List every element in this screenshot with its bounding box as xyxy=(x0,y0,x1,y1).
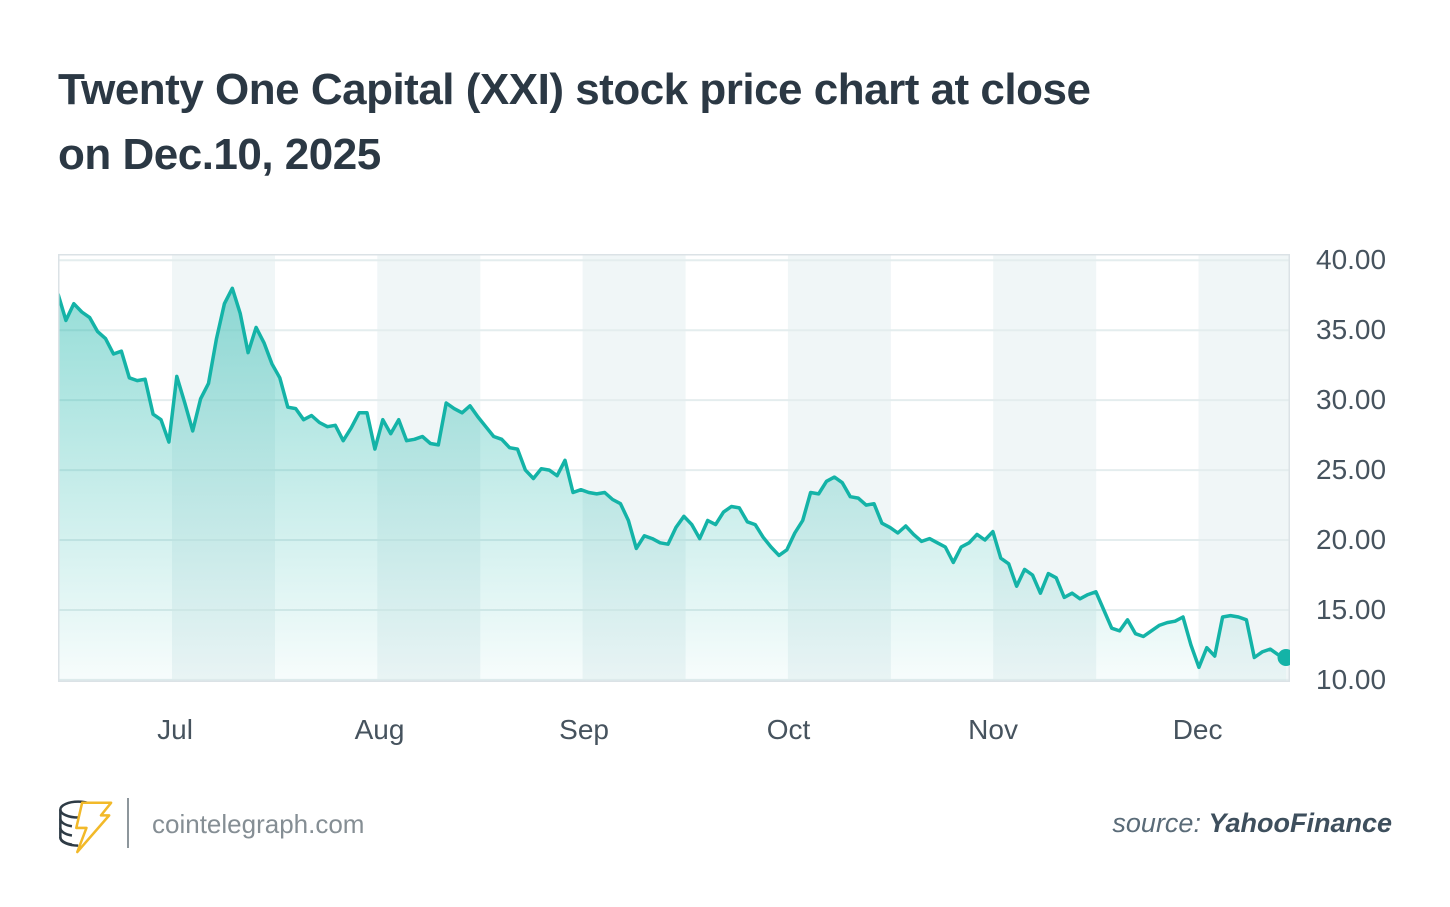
x-tick-label: Jul xyxy=(157,714,193,745)
price-chart-svg xyxy=(58,254,1290,682)
x-tick-label: Aug xyxy=(354,714,405,745)
cointelegraph-coin-bolt-logo-icon xyxy=(59,800,113,854)
y-tick-label: 25.00 xyxy=(1316,454,1387,486)
y-tick-label: 15.00 xyxy=(1316,593,1387,625)
chart-title-line2: on Dec.10, 2025 xyxy=(58,130,381,179)
last-close-dot xyxy=(1277,649,1290,667)
source-credit: source: YahooFinance xyxy=(1112,808,1392,839)
plot-border xyxy=(58,254,1290,682)
x-tick-label: Nov xyxy=(968,714,1018,745)
y-tick-label: 35.00 xyxy=(1316,314,1387,346)
price-chart-plot-area xyxy=(58,254,1290,682)
source-name: YahooFinance xyxy=(1208,808,1392,838)
footer: cointelegraph.com source: YahooFinance xyxy=(0,792,1450,862)
x-tick-label: Sep xyxy=(559,714,609,745)
chart-title: Twenty One Capital (XXI) stock price cha… xyxy=(58,57,1318,187)
y-tick-label: 30.00 xyxy=(1316,384,1387,416)
x-tick-label: Dec xyxy=(1172,714,1223,745)
chart-title-line1: Twenty One Capital (XXI) stock price cha… xyxy=(58,65,1091,114)
y-tick-label: 40.00 xyxy=(1316,244,1387,276)
y-tick-label: 20.00 xyxy=(1316,524,1387,556)
site-url: cointelegraph.com xyxy=(152,809,365,839)
price-area-fill xyxy=(58,288,1286,682)
x-axis: Jul Aug Sep Oct Nov Dec xyxy=(58,714,1290,754)
price-line xyxy=(58,286,1288,670)
source-label: source: xyxy=(1112,808,1201,838)
footer-divider xyxy=(127,798,129,848)
x-tick-label: Oct xyxy=(766,714,811,745)
y-tick-label: 10.00 xyxy=(1316,663,1387,695)
